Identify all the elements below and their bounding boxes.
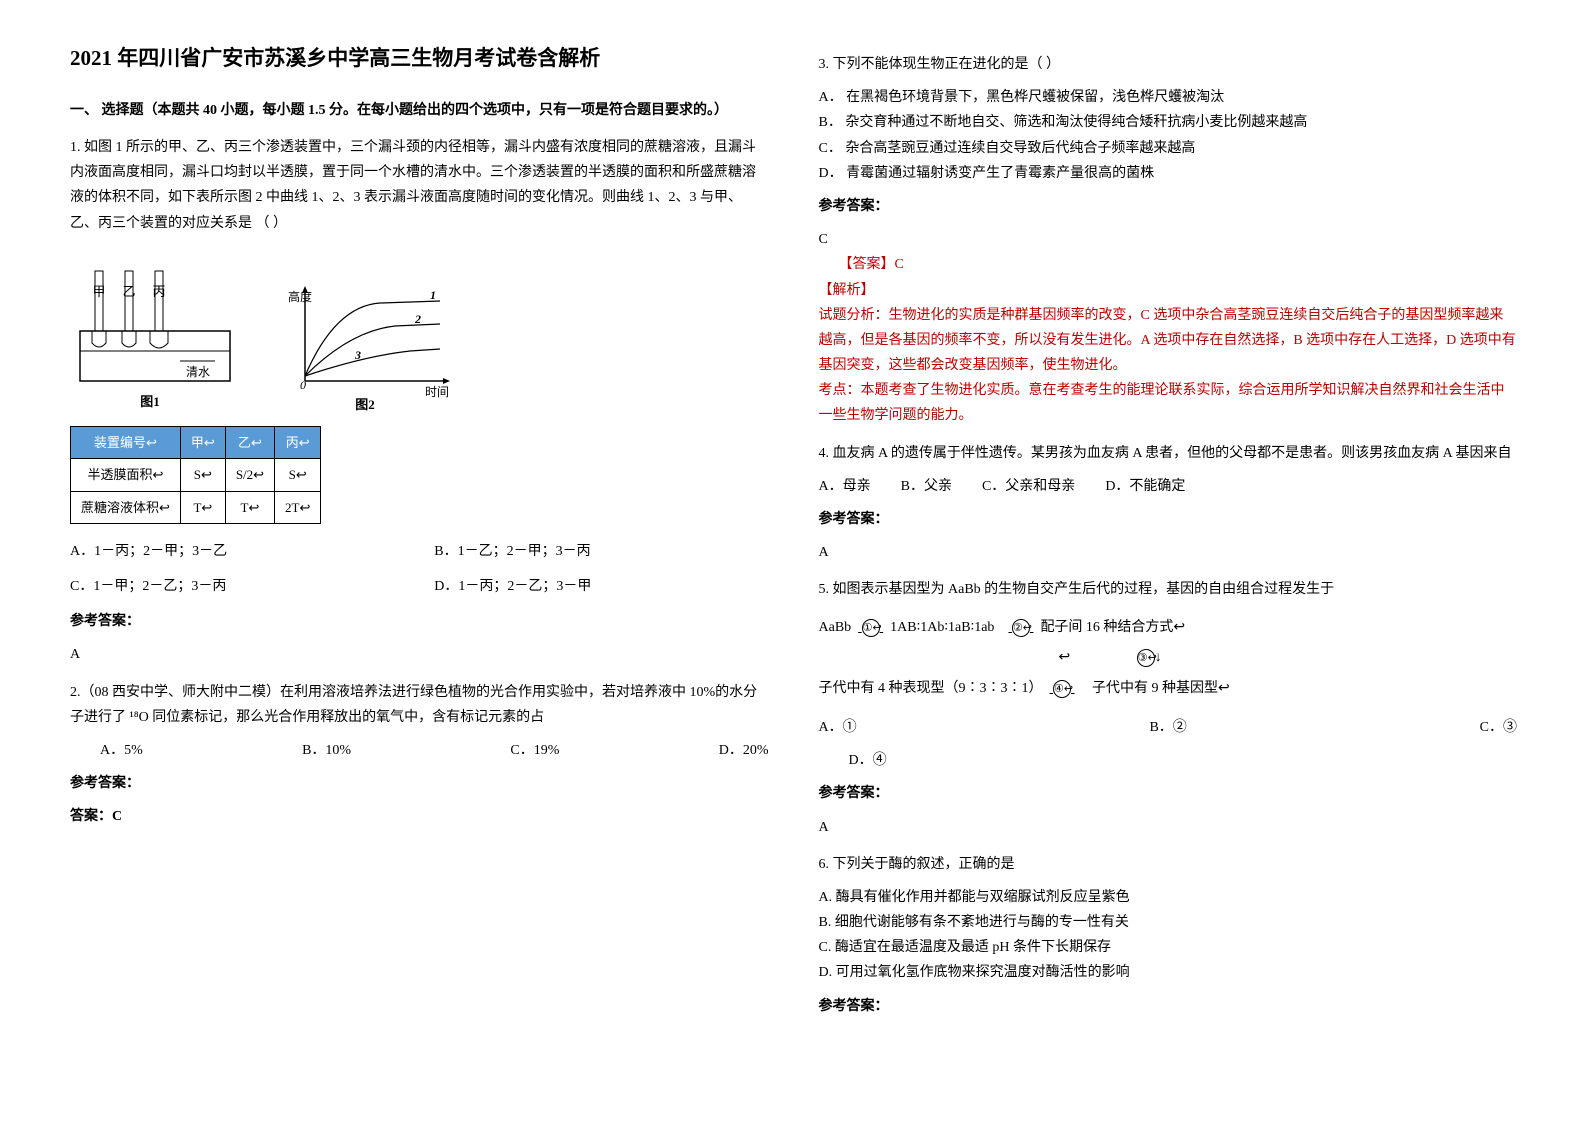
answer-label: 参考答案： <box>819 507 1518 532</box>
th: 甲↩ <box>180 426 225 458</box>
option-a: A．母亲 <box>819 474 871 499</box>
q4-options: A．母亲 B．父亲 C．父亲和母亲 D．不能确定 <box>819 474 1518 499</box>
option-a: A．① <box>819 715 857 740</box>
option-c: C．1－甲；2－乙；3－丙 <box>70 574 404 599</box>
q1-table: 装置编号↩ 甲↩ 乙↩ 丙↩ 半透膜面积↩ S↩ S/2↩ S↩ 蔗糖溶液体积↩… <box>70 426 321 524</box>
svg-text:2: 2 <box>414 312 421 326</box>
label-height: 高度 <box>288 289 312 304</box>
label-bing: 丙 <box>152 284 165 299</box>
curve-chart-icon: 0 1 2 3 高度 时间 图2 <box>280 281 460 411</box>
q3-analysis: 试题分析：生物进化的实质是种群基因频率的改变，C 选项中杂合高茎豌豆连续自交后纯… <box>819 303 1518 379</box>
q2-answer: 答案：C <box>70 804 769 829</box>
answer-label: 参考答案： <box>819 994 1518 1019</box>
q1-text: 1. 如图 1 所示的甲、乙、丙三个渗透装置中，三个漏斗颈的内径相等，漏斗内盛有… <box>70 135 769 236</box>
table-row: 半透膜面积↩ S↩ S/2↩ S↩ <box>71 459 321 491</box>
option-d: D．④ <box>819 748 1518 773</box>
q5-options: A．① B．② C．③ <box>819 715 1518 740</box>
apparatus-diagram-icon: 甲 乙 丙 清水 图1 <box>70 251 250 411</box>
q5-text: 5. 如图表示基因型为 AaBb 的生物自交产生后代的过程，基因的自由组合过程发… <box>819 577 1518 602</box>
question-5: 5. 如图表示基因型为 AaBb 的生物自交产生后代的过程，基因的自由组合过程发… <box>819 577 1518 839</box>
right-column: 3. 下列不能体现生物正在进化的是（ ） A． 在黑褐色环境背景下，黑色桦尺蠖被… <box>819 40 1518 1031</box>
option-c: C． 杂合高茎豌豆通过连续自交导致后代纯合子频率越来越高 <box>819 136 1518 161</box>
left-column: 2021 年四川省广安市苏溪乡中学高三生物月考试卷含解析 一、 选择题（本题共 … <box>70 40 769 1031</box>
exam-title: 2021 年四川省广安市苏溪乡中学高三生物月考试卷含解析 <box>70 40 769 78</box>
q3-text: 3. 下列不能体现生物正在进化的是（ ） <box>819 52 1518 77</box>
option-a: A．5% <box>100 738 143 763</box>
q5-diagram: AaBb ①↩ 1AB∶1Ab∶1aB∶1ab ②↩ 配子间 16 种结合方式↩… <box>819 613 1518 705</box>
option-a: A． 在黑褐色环境背景下，黑色桦尺蠖被保留，浅色桦尺蠖被淘汰 <box>819 85 1518 110</box>
label-fig1: 图1 <box>140 394 160 409</box>
q2-options: A．5% B．10% C．19% D．20% <box>70 738 769 763</box>
label-fig2: 图2 <box>355 397 375 411</box>
option-b: B. 细胞代谢能够有条不紊地进行与酶的专一性有关 <box>819 910 1518 935</box>
question-1: 1. 如图 1 所示的甲、乙、丙三个渗透装置中，三个漏斗颈的内径相等，漏斗内盛有… <box>70 135 769 668</box>
option-c: C．19% <box>510 738 559 763</box>
option-c: C．③ <box>1480 715 1517 740</box>
q3-kaodian: 考点：本题考查了生物进化实质。意在考查考生的能理论联系实际，综合运用所学知识解决… <box>819 378 1518 428</box>
label-yi: 乙 <box>122 284 135 299</box>
q4-answer: A <box>819 540 1518 565</box>
th: 装置编号↩ <box>71 426 181 458</box>
q3-answer-bracket: 【答案】C <box>819 252 1518 277</box>
option-a: A. 酶具有催化作用并都能与双缩脲试剂反应呈紫色 <box>819 885 1518 910</box>
question-4: 4. 血友病 A 的遗传属于伴性遗传。某男孩为血友病 A 患者，但他的父母都不是… <box>819 441 1518 566</box>
option-d: D. 可用过氧化氢作底物来探究温度对酶活性的影响 <box>819 960 1518 985</box>
label-jia: 甲 <box>92 284 105 299</box>
q4-text: 4. 血友病 A 的遗传属于伴性遗传。某男孩为血友病 A 患者，但他的父母都不是… <box>819 441 1518 466</box>
option-a: A．1－丙；2－甲；3－乙 <box>70 539 404 564</box>
q5-answer: A <box>819 815 1518 840</box>
table-row: 装置编号↩ 甲↩ 乙↩ 丙↩ <box>71 426 321 458</box>
option-d: D．1－丙；2－乙；3－甲 <box>434 574 768 599</box>
question-6: 6. 下列关于酶的叙述，正确的是 A. 酶具有催化作用并都能与双缩脲试剂反应呈紫… <box>819 852 1518 1019</box>
question-2: 2.（08 西安中学、师大附中二模）在利用溶液培养法进行绿色植物的光合作用实验中… <box>70 680 769 830</box>
th: 丙↩ <box>275 426 321 458</box>
q1-options: A．1－丙；2－甲；3－乙 B．1－乙；2－甲；3－丙 C．1－甲；2－乙；3－… <box>70 539 769 599</box>
q3-answer-c: C <box>819 227 1518 252</box>
option-b: B． 杂交育种通过不断地自交、筛选和淘汰使得纯合矮秆抗病小麦比例越来越高 <box>819 110 1518 135</box>
option-d: D．不能确定 <box>1105 474 1185 499</box>
option-c: C．父亲和母亲 <box>982 474 1075 499</box>
svg-text:0: 0 <box>300 378 306 392</box>
analysis-label: 【解析】 <box>819 278 1518 303</box>
option-b: B．② <box>1149 715 1186 740</box>
label-time: 时间 <box>425 385 449 399</box>
q1-answer: A <box>70 642 769 667</box>
option-d: D．20% <box>719 738 769 763</box>
svg-text:3: 3 <box>354 348 361 362</box>
label-water: 清水 <box>186 365 210 379</box>
option-b: B．1－乙；2－甲；3－丙 <box>434 539 768 564</box>
option-b: B．10% <box>302 738 351 763</box>
th: 乙↩ <box>225 426 274 458</box>
section-header: 一、 选择题（本题共 40 小题，每小题 1.5 分。在每小题给出的四个选项中，… <box>70 98 769 123</box>
option-b: B．父亲 <box>901 474 952 499</box>
q2-text: 2.（08 西安中学、师大附中二模）在利用溶液培养法进行绿色植物的光合作用实验中… <box>70 680 769 730</box>
svg-text:1: 1 <box>430 288 436 302</box>
q6-text: 6. 下列关于酶的叙述，正确的是 <box>819 852 1518 877</box>
option-c: C. 酶适宜在最适温度及最适 pH 条件下长期保存 <box>819 935 1518 960</box>
answer-label: 参考答案： <box>819 781 1518 806</box>
answer-label: 参考答案： <box>70 771 769 796</box>
option-d: D． 青霉菌通过辐射诱变产生了青霉素产量很高的菌株 <box>819 161 1518 186</box>
answer-label: 参考答案： <box>819 194 1518 219</box>
q1-diagrams: 甲 乙 丙 清水 图1 0 1 2 <box>70 251 769 411</box>
table-row: 蔗糖溶液体积↩ T↩ T↩ 2T↩ <box>71 491 321 523</box>
question-3: 3. 下列不能体现生物正在进化的是（ ） A． 在黑褐色环境背景下，黑色桦尺蠖被… <box>819 52 1518 429</box>
answer-label: 参考答案： <box>70 609 769 634</box>
